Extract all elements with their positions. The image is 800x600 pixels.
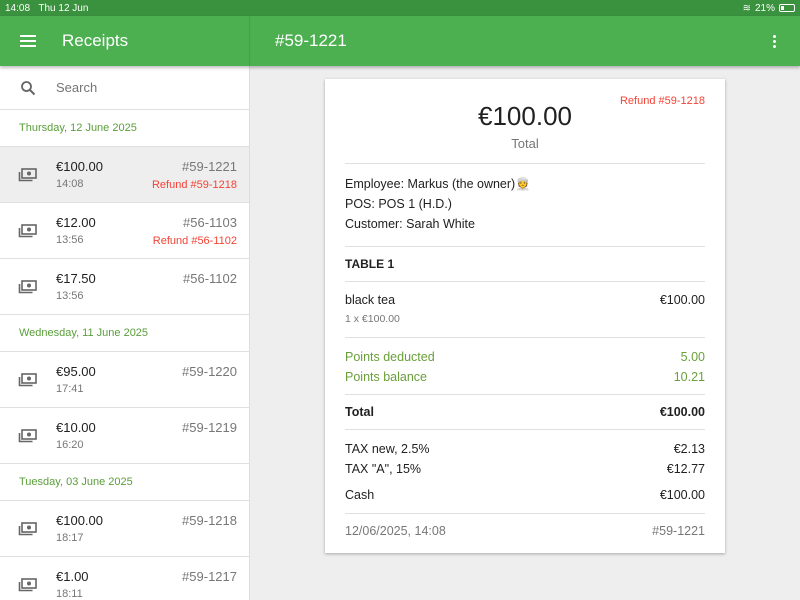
row-amount: €95.00 xyxy=(56,364,96,379)
row-number: #59-1217 xyxy=(182,569,237,584)
row-number: #56-1103 xyxy=(183,215,237,230)
status-time: 14:08 xyxy=(5,2,31,14)
row-amount: €10.00 xyxy=(56,420,96,435)
row-refund: Refund #56-1102 xyxy=(152,235,237,247)
search-bar xyxy=(0,66,249,110)
row-amount: €100.00 xyxy=(56,159,103,174)
item-name: black tea xyxy=(345,293,396,307)
customer: Customer: Sarah White xyxy=(345,217,475,231)
app-title: Receipts xyxy=(62,31,129,50)
receipt-row[interactable]: €17.50 13:56 #56-1102 xyxy=(0,259,249,315)
refund-link[interactable]: Refund #59-1218 xyxy=(619,95,705,107)
date-header: Wednesday, 11 June 2025 xyxy=(0,315,249,352)
row-time: 16:20 xyxy=(56,439,84,451)
menu-icon[interactable] xyxy=(20,35,36,47)
cash-icon xyxy=(0,223,56,239)
receipt-row[interactable]: €1.00 18:11 #59-1217 xyxy=(0,557,249,600)
row-number: #59-1220 xyxy=(182,364,237,379)
row-time: 18:17 xyxy=(56,532,84,544)
row-time: 13:56 xyxy=(56,290,84,302)
receipt-row[interactable]: €100.00 14:08 #59-1221 Refund #59-1218 xyxy=(0,147,249,203)
receipt-card: Refund #59-1218 €100.00 Total Employee: … xyxy=(325,79,725,553)
receipt-title: #59-1221 xyxy=(275,31,347,50)
receipt-row[interactable]: €10.00 16:20 #59-1219 xyxy=(0,408,249,464)
receipt-list: Thursday, 12 June 2025 €100.00 14:08 #59… xyxy=(0,66,250,600)
cash-icon xyxy=(0,521,56,537)
cash-icon xyxy=(0,167,56,183)
line-item: black tea €100.00 1 x €100.00 xyxy=(345,282,705,338)
row-amount: €12.00 xyxy=(56,215,96,230)
section-title: TABLE 1 xyxy=(345,247,705,282)
tax-row: TAX "A", 15% €12.77 xyxy=(345,462,705,476)
row-number: #59-1219 xyxy=(182,420,237,435)
status-date: Thu 12 Jun xyxy=(38,2,89,14)
row-number: #59-1218 xyxy=(182,513,237,528)
row-time: 18:11 xyxy=(56,588,83,600)
pos: POS: POS 1 (H.D.) xyxy=(345,197,452,211)
receipt-row[interactable]: €12.00 13:56 #56-1103 Refund #56-1102 xyxy=(0,203,249,259)
date-header: Tuesday, 03 June 2025 xyxy=(0,464,249,501)
row-number: #59-1221 xyxy=(182,159,237,174)
employee: Employee: Markus (the owner)👳 xyxy=(345,177,531,191)
receipt-total-label: Total xyxy=(345,136,705,164)
row-amount: €17.50 xyxy=(56,271,96,286)
row-time: 17:41 xyxy=(56,383,84,395)
row-refund: Refund #59-1218 xyxy=(151,179,237,191)
battery-level: 21% xyxy=(754,2,775,14)
row-number: #56-1102 xyxy=(183,271,237,286)
points-deducted: Points deducted 5.00 xyxy=(345,350,705,364)
app-bar: Receipts #59-1221 xyxy=(0,16,800,66)
points-balance: Points balance 10.21 xyxy=(345,370,705,384)
row-time: 13:56 xyxy=(56,234,84,246)
item-qty: 1 x €100.00 xyxy=(345,313,400,325)
search-input[interactable] xyxy=(56,80,206,95)
cash-icon xyxy=(0,577,56,593)
total-row: Total €100.00 xyxy=(345,395,705,430)
receipt-row[interactable]: €95.00 17:41 #59-1220 xyxy=(0,352,249,408)
row-amount: €1.00 xyxy=(56,569,89,584)
row-amount: €100.00 xyxy=(56,513,103,528)
receipt-total: €100.00 xyxy=(478,101,572,131)
tax-row: TAX new, 2.5% €2.13 xyxy=(345,442,705,456)
receipt-footer: 12/06/2025, 14:08 #59-1221 xyxy=(345,524,705,538)
more-options-icon[interactable] xyxy=(773,34,776,48)
receipt-row[interactable]: €100.00 18:17 #59-1218 xyxy=(0,501,249,557)
payment-row: Cash €100.00 xyxy=(345,488,705,502)
cash-icon xyxy=(0,279,56,295)
status-bar: 14:08 Thu 12 Jun ≋ 21% xyxy=(0,0,800,16)
item-price: €100.00 xyxy=(659,293,705,307)
search-icon xyxy=(21,80,36,95)
battery-icon xyxy=(779,4,795,12)
cash-icon xyxy=(0,372,56,388)
date-header: Thursday, 12 June 2025 xyxy=(0,110,249,147)
wifi-icon: ≋ xyxy=(742,2,751,14)
cash-icon xyxy=(0,428,56,444)
row-time: 14:08 xyxy=(56,178,84,190)
